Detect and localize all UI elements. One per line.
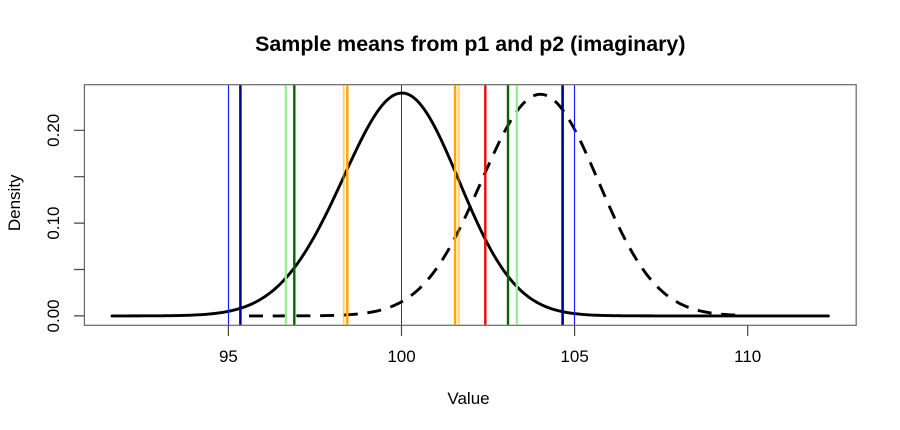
svg-text:Density: Density: [5, 174, 24, 231]
svg-text:0.20: 0.20: [44, 114, 63, 147]
svg-text:100: 100: [387, 347, 415, 366]
svg-text:Value: Value: [447, 389, 489, 408]
svg-text:0.10: 0.10: [44, 207, 63, 240]
svg-text:0.00: 0.00: [44, 299, 63, 332]
svg-text:Sample means from p1 and p2 (i: Sample means from p1 and p2 (imaginary): [255, 32, 685, 56]
svg-text:95: 95: [219, 347, 238, 366]
svg-text:105: 105: [560, 347, 588, 366]
svg-text:110: 110: [734, 347, 761, 366]
